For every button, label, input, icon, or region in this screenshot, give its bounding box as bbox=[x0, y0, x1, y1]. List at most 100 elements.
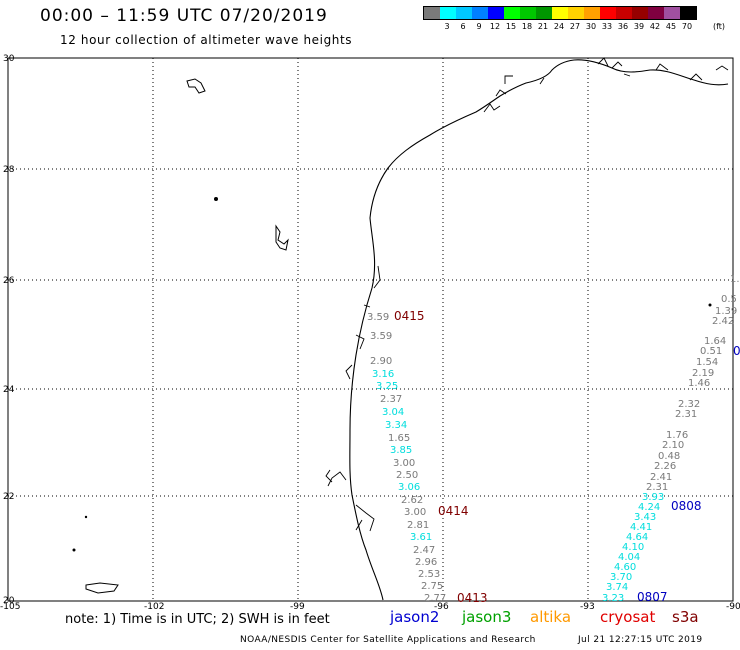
wave-height-value: 2.10 bbox=[662, 440, 684, 451]
color-scale-label: 24 bbox=[553, 22, 565, 31]
color-scale-swatch bbox=[552, 7, 568, 19]
color-scale-label: 21 bbox=[537, 22, 549, 31]
wave-height-value: 4.60 bbox=[614, 562, 636, 573]
lon-label: -105 bbox=[0, 602, 20, 612]
color-scale-swatch bbox=[616, 7, 632, 19]
wave-height-value: 4.10 bbox=[622, 542, 644, 553]
color-scale-swatch bbox=[472, 7, 488, 19]
color-scale-swatch bbox=[584, 7, 600, 19]
footer-credit: NOAA/NESDIS Center for Satellite Applica… bbox=[240, 635, 536, 645]
wave-height-value: 2.90 bbox=[370, 356, 392, 367]
pass-label-0415: 0415 bbox=[394, 309, 425, 323]
lon-label: -99 bbox=[290, 602, 305, 612]
island-dot bbox=[708, 303, 712, 307]
wave-height-value: 0.5 bbox=[721, 294, 737, 305]
color-scale-label: 30 bbox=[585, 22, 597, 31]
island-dot bbox=[84, 515, 88, 519]
wave-height-value: 1.76 bbox=[666, 430, 688, 441]
lon-label: -90 bbox=[726, 602, 740, 612]
wave-height-value: 2.31 bbox=[646, 482, 668, 493]
lat-label: 28 bbox=[3, 165, 15, 175]
wave-height-value: 4.64 bbox=[626, 532, 648, 543]
wave-height-value: 2.77 bbox=[424, 593, 446, 604]
graticule bbox=[8, 58, 733, 601]
wave-height-value: 1.54 bbox=[696, 357, 718, 368]
wave-height-value: 2.37 bbox=[380, 394, 402, 405]
island-shape bbox=[275, 224, 289, 251]
island-shape bbox=[186, 78, 206, 94]
color-scale-label: 45 bbox=[665, 22, 677, 31]
pass-label-0414: 0414 bbox=[438, 504, 469, 518]
lon-label: -102 bbox=[144, 602, 164, 612]
color-scale-swatch bbox=[456, 7, 472, 19]
lat-label: 30 bbox=[3, 54, 15, 64]
wave-height-value: 4.24 bbox=[638, 502, 660, 513]
wave-height-value: 2.41 bbox=[650, 472, 672, 483]
wave-height-value: 3.00 bbox=[404, 507, 426, 518]
color-scale-label: 42 bbox=[649, 22, 661, 31]
wave-height-value: 2.32 bbox=[678, 399, 700, 410]
color-scale-swatch bbox=[632, 7, 648, 19]
lat-label: 20 bbox=[3, 596, 15, 606]
map-border bbox=[7, 57, 734, 602]
wave-height-value: 3.06 bbox=[398, 482, 420, 493]
color-scale-labels: 3 6 9 12 15 18 21 24 27 30 33 36 39 42 45 70 bbox=[423, 22, 695, 31]
color-scale-label: 33 bbox=[601, 22, 613, 31]
wave-height-value: 2.96 bbox=[415, 557, 437, 568]
gulf-coastline bbox=[349, 59, 729, 601]
color-scale-label: 18 bbox=[521, 22, 533, 31]
wave-height-value: 3.34 bbox=[385, 420, 407, 431]
wave-height-value: 2.31 bbox=[675, 409, 697, 420]
color-scale-swatch bbox=[504, 7, 520, 19]
color-scale-label: 6 bbox=[460, 22, 466, 31]
island-shape bbox=[85, 582, 119, 594]
color-scale-swatch bbox=[648, 7, 664, 19]
wave-height-value: 4.41 bbox=[630, 522, 652, 533]
color-scale-bar bbox=[423, 6, 697, 20]
wave-height-value: 2.81 bbox=[407, 520, 429, 531]
wave-height-value: 3.43 bbox=[634, 512, 656, 523]
color-scale-label: 3 bbox=[444, 22, 450, 31]
pass-label-partial: 0 bbox=[733, 344, 740, 358]
wave-height-value: 3.93 bbox=[642, 492, 664, 503]
wave-height-value: 2.19 bbox=[692, 368, 714, 379]
wave-height-value: 3.70 bbox=[610, 572, 632, 583]
wave-height-value: 3.74 bbox=[606, 582, 628, 593]
color-scale-swatch bbox=[664, 7, 680, 19]
wave-height-value: 1.64 bbox=[704, 336, 726, 347]
pass-label-0413: 0413 bbox=[457, 591, 488, 605]
wave-height-value: 1.39 bbox=[715, 306, 737, 317]
wave-height-value: 3.59 bbox=[370, 331, 392, 342]
pass-label-0808: 0808 bbox=[671, 499, 702, 513]
wave-height-value: 3.04 bbox=[382, 407, 404, 418]
satellite-legend-jason3: jason3 bbox=[462, 608, 512, 626]
wave-height-value: 3.00 bbox=[393, 458, 415, 469]
wave-height-value: 1.46 bbox=[688, 378, 710, 389]
pass-label-0807: 0807 bbox=[637, 590, 668, 604]
footer-note: note: 1) Time is in UTC; 2) SWH is in fe… bbox=[65, 612, 330, 627]
color-scale-swatch bbox=[536, 7, 552, 19]
wave-height-value: 2.62 bbox=[401, 495, 423, 506]
wave-height-value: 1.65 bbox=[388, 433, 410, 444]
color-scale-label: 12 bbox=[489, 22, 501, 31]
color-scale-swatch bbox=[488, 7, 504, 19]
island-dot bbox=[214, 197, 218, 201]
color-scale-label: 70 bbox=[681, 22, 693, 31]
coastline-detail bbox=[325, 57, 729, 532]
color-scale-label: 27 bbox=[569, 22, 581, 31]
map-subtitle: 12 hour collection of altimeter wave hei… bbox=[60, 33, 353, 47]
wave-height-value: 1. bbox=[730, 274, 740, 285]
wave-height-value: 3.25 bbox=[376, 381, 398, 392]
color-scale-swatch bbox=[680, 7, 696, 19]
color-scale-label: 39 bbox=[633, 22, 645, 31]
color-scale-label: 9 bbox=[476, 22, 482, 31]
wave-height-value: 2.47 bbox=[413, 545, 435, 556]
wave-height-value: 4.04 bbox=[618, 552, 640, 563]
lat-label: 24 bbox=[3, 385, 15, 395]
color-scale-unit: (ft) bbox=[713, 22, 726, 31]
color-scale-label: 36 bbox=[617, 22, 629, 31]
footer-timestamp: Jul 21 12:27:15 UTC 2019 bbox=[578, 635, 703, 645]
satellite-legend-s3a: s3a bbox=[672, 608, 699, 626]
wave-height-value: 2.42 bbox=[712, 316, 734, 327]
